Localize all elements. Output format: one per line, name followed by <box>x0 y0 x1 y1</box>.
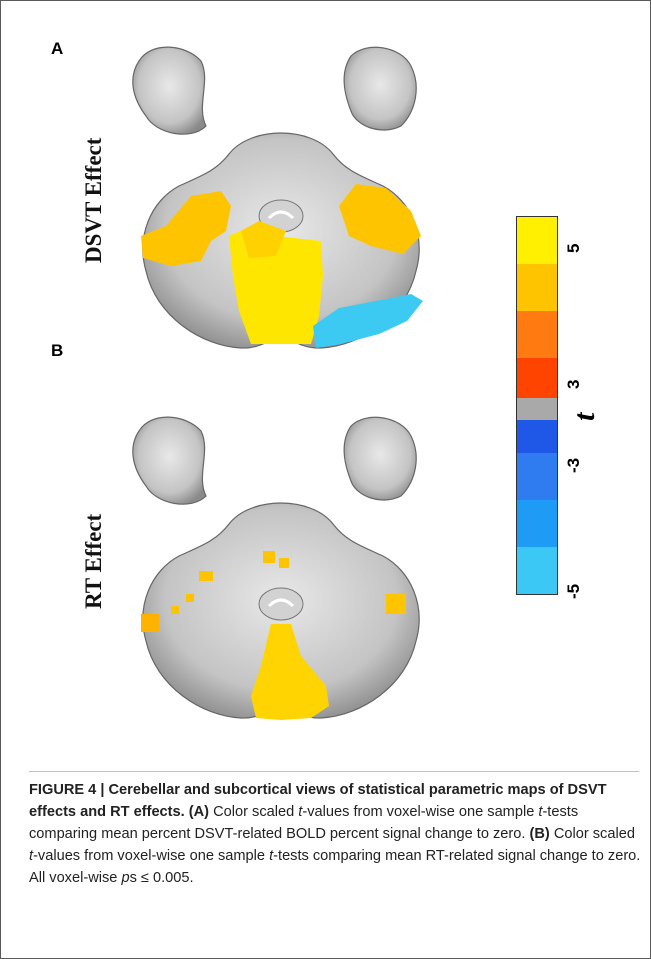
figure-caption: FIGURE 4 | Cerebellar and subcortical vi… <box>29 779 641 889</box>
colorbar-segment-1 <box>517 217 557 265</box>
caption-text: -tests comparing mean RT-related signal … <box>29 848 641 886</box>
caption-text: Color scaled <box>209 804 299 820</box>
caption-italic-p: p <box>121 870 130 886</box>
colorbar-segment-5 <box>517 398 557 420</box>
colorbar-segment-8 <box>517 499 557 547</box>
activation-left <box>141 191 231 266</box>
caption-italic-t: t <box>538 804 543 820</box>
colorbar-segment-6 <box>517 419 557 453</box>
caption-italic-t: t <box>29 848 34 864</box>
caption-lead: FIGURE 4 | Cerebellar and subcortical vi… <box>29 782 607 820</box>
deactivation-right <box>313 294 423 348</box>
right-temporal-lobe-b <box>343 416 417 501</box>
left-temporal-lobe-b <box>132 416 207 505</box>
colorbar-segment-2 <box>517 264 557 312</box>
colorbar-segment-7 <box>517 452 557 500</box>
colorbar-segment-3 <box>517 311 557 359</box>
activation-left-small <box>199 571 213 581</box>
panel-a-brain-map <box>132 46 423 349</box>
colorbar-tick-5: 5 <box>564 243 583 253</box>
caption-tag-a: (A) <box>188 804 210 820</box>
colorbar-segment-4 <box>517 358 557 399</box>
colorbar <box>516 216 558 595</box>
caption-text: -values from voxel-wise one sample <box>302 804 539 820</box>
colorbar-tick-neg3: -3 <box>564 457 583 473</box>
panel-b-letter: B <box>51 341 64 360</box>
activation-left-focus <box>141 614 159 632</box>
caption-text: -values from voxel-wise one sample <box>33 848 270 864</box>
colorbar-tick-neg5: -5 <box>564 583 583 599</box>
right-temporal-lobe <box>343 46 417 131</box>
caption-text: Color scaled <box>549 826 635 842</box>
panel-b-brain-map <box>132 416 420 720</box>
activation-right <box>339 184 421 254</box>
colorbar-segment-9 <box>517 546 557 594</box>
activation-top <box>263 551 275 563</box>
caption-rule <box>29 771 639 772</box>
brainstem-b <box>258 587 304 621</box>
caption-italic-t: t <box>269 848 274 864</box>
caption-text: s ≤ 0.005. <box>129 870 194 886</box>
panel-a-side-label: DSVT Effect <box>81 137 106 263</box>
colorbar-variable-label: t <box>568 412 601 421</box>
caption-italic-t: t <box>298 804 303 820</box>
colorbar-tick-3: 3 <box>564 379 583 389</box>
activation-midline-b <box>251 624 329 720</box>
panel-b-side-label: RT Effect <box>81 513 106 609</box>
left-temporal-lobe <box>132 46 207 135</box>
caption-tag-b: (B) <box>529 826 550 842</box>
panel-a-letter: A <box>51 39 64 58</box>
activation-right-focus <box>386 594 406 614</box>
caption-text: -tests comparing mean percent DSVT-relat… <box>29 804 579 842</box>
